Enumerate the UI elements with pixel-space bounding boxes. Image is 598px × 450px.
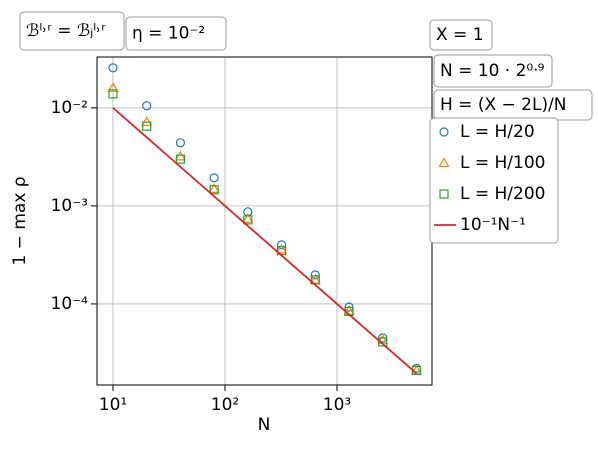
legend-label: 10⁻¹N⁻¹	[460, 215, 526, 235]
data-point	[378, 337, 388, 347]
data-point	[174, 150, 186, 161]
legend-label: L = H/100	[460, 153, 545, 173]
data-point	[141, 116, 153, 126]
data-point	[175, 154, 186, 164]
y-tick-label: 10⁻³	[51, 196, 88, 216]
annotation-box	[429, 19, 493, 51]
data-point	[175, 138, 186, 148]
annotation: X = 1	[436, 25, 484, 45]
data-point	[108, 63, 118, 73]
data-point	[107, 82, 119, 92]
data-point	[276, 240, 287, 250]
data-point	[209, 173, 219, 183]
legend-box	[429, 117, 559, 244]
annotation-box	[125, 16, 227, 51]
data-point	[142, 101, 152, 111]
x-tick-label: 10¹	[99, 395, 127, 415]
legend-marker	[438, 157, 450, 168]
x-tick-label: 10³	[323, 395, 351, 415]
legend-label: L = H/20	[460, 122, 535, 142]
legend-marker	[439, 189, 449, 199]
annotation-box	[433, 54, 553, 88]
y-axis-label: 1 − max ρ	[10, 176, 30, 265]
x-tick-label: 10²	[211, 395, 239, 415]
y-tick-label: 10⁻⁴	[51, 294, 89, 314]
legend-marker	[439, 127, 449, 137]
x-axis-label: N	[258, 415, 271, 435]
annotation-box	[19, 11, 125, 51]
annotation: H = (X − 2L)/N	[440, 95, 567, 115]
annotation: η = 10⁻²	[132, 24, 205, 44]
data-point	[209, 185, 219, 195]
data-point	[208, 183, 220, 194]
y-tick-label: 10⁻²	[51, 98, 88, 118]
legend-label: L = H/200	[460, 184, 545, 204]
data-point	[242, 212, 254, 223]
annotation: N = 10 · 2⁰ᐧ⁹	[440, 61, 545, 81]
annotation: ℬˡ˒ʳ = ℬⱼˡ˒ʳ	[26, 21, 106, 41]
data-point	[243, 215, 253, 225]
plot-area	[97, 57, 432, 385]
data-point	[310, 270, 320, 280]
data-point	[142, 121, 152, 131]
data-point	[108, 89, 118, 99]
data-line	[112, 107, 418, 375]
data-point	[276, 243, 288, 254]
